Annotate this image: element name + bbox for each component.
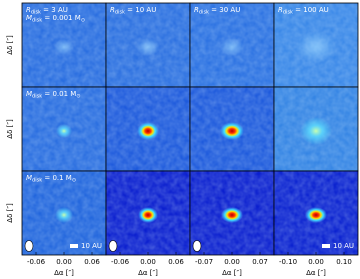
label-part: = 0.01 M bbox=[42, 90, 76, 98]
column-title: Rdisk = 100 AU bbox=[278, 6, 329, 15]
label-part: = 100 AU bbox=[293, 6, 329, 14]
source-emission bbox=[54, 39, 74, 55]
column-title: Rdisk = 3 AU bbox=[26, 6, 68, 15]
row-label: Mdisk = 0.01 M⊙ bbox=[26, 90, 81, 99]
subscript: disk bbox=[31, 9, 41, 15]
label-part: M bbox=[26, 14, 32, 22]
scale-bar-label: 10 AU bbox=[81, 242, 102, 250]
x-tick-label: 0.06 bbox=[168, 258, 184, 266]
x-tick-label: 0.00 bbox=[140, 258, 156, 266]
subscript: ⊙ bbox=[72, 177, 76, 183]
x-axis-label: Δα [″] bbox=[54, 269, 74, 277]
source-emission bbox=[220, 38, 244, 56]
subscript: disk bbox=[283, 9, 293, 15]
row-label: Mdisk = 0.001 M⊙ bbox=[26, 14, 85, 23]
y-axis-label: Δδ [″] bbox=[6, 119, 14, 139]
label-part: M bbox=[26, 174, 32, 182]
scale-bar bbox=[322, 244, 330, 248]
label-part: = 3 AU bbox=[41, 6, 68, 14]
label-part: R bbox=[278, 6, 283, 14]
x-tick-label: 0.06 bbox=[84, 258, 100, 266]
y-axis-label: Δδ [″] bbox=[6, 35, 14, 55]
source-emission bbox=[305, 207, 327, 223]
x-tick-label: 0.07 bbox=[252, 258, 268, 266]
beam bbox=[24, 240, 34, 252]
x-tick-label: -0.10 bbox=[279, 258, 297, 266]
subscript: disk bbox=[32, 17, 42, 23]
subscript: disk bbox=[199, 9, 209, 15]
x-axis-label: Δα [″] bbox=[138, 269, 158, 277]
x-tick-label: -0.06 bbox=[27, 258, 46, 266]
x-axis-label: Δα [″] bbox=[222, 269, 242, 277]
subscript: ⊙ bbox=[76, 93, 80, 99]
subscript: disk bbox=[32, 177, 42, 183]
x-tick-label: 0.10 bbox=[336, 258, 352, 266]
x-tick-label: 0.00 bbox=[308, 258, 324, 266]
source-emission bbox=[55, 207, 73, 223]
label-part: M bbox=[26, 90, 32, 98]
label-part: = 10 AU bbox=[125, 6, 156, 14]
subscript: disk bbox=[115, 9, 125, 15]
beam bbox=[108, 240, 118, 252]
source-emission bbox=[137, 122, 159, 140]
x-tick-label: -0.06 bbox=[111, 258, 130, 266]
x-axis-label: Δα [″] bbox=[306, 269, 326, 277]
source-emission bbox=[136, 38, 160, 56]
source-emission bbox=[296, 31, 336, 63]
row-label: Mdisk = 0.1 M⊙ bbox=[26, 174, 76, 183]
x-tick-label: -0.07 bbox=[195, 258, 213, 266]
source-emission bbox=[221, 207, 243, 223]
label-part: R bbox=[26, 6, 31, 14]
source-emission bbox=[220, 122, 244, 140]
scale-bar-label: 10 AU bbox=[333, 242, 354, 250]
label-part: R bbox=[110, 6, 115, 14]
column-title: Rdisk = 30 AU bbox=[194, 6, 240, 15]
scale-bar bbox=[70, 244, 78, 248]
label-part: = 30 AU bbox=[209, 6, 240, 14]
column-title: Rdisk = 10 AU bbox=[110, 6, 156, 15]
source-emission bbox=[300, 117, 332, 145]
subscript: disk bbox=[32, 93, 42, 99]
x-tick-label: 0.00 bbox=[224, 258, 240, 266]
beam bbox=[192, 240, 202, 252]
source-emission bbox=[138, 207, 158, 223]
subscript: ⊙ bbox=[81, 17, 85, 23]
y-axis-label: Δδ [″] bbox=[6, 203, 14, 223]
source-emission bbox=[56, 124, 72, 138]
label-part: = 0.001 M bbox=[42, 14, 81, 22]
label-part: = 0.1 M bbox=[42, 174, 72, 182]
label-part: R bbox=[194, 6, 199, 14]
x-tick-label: 0.00 bbox=[56, 258, 72, 266]
